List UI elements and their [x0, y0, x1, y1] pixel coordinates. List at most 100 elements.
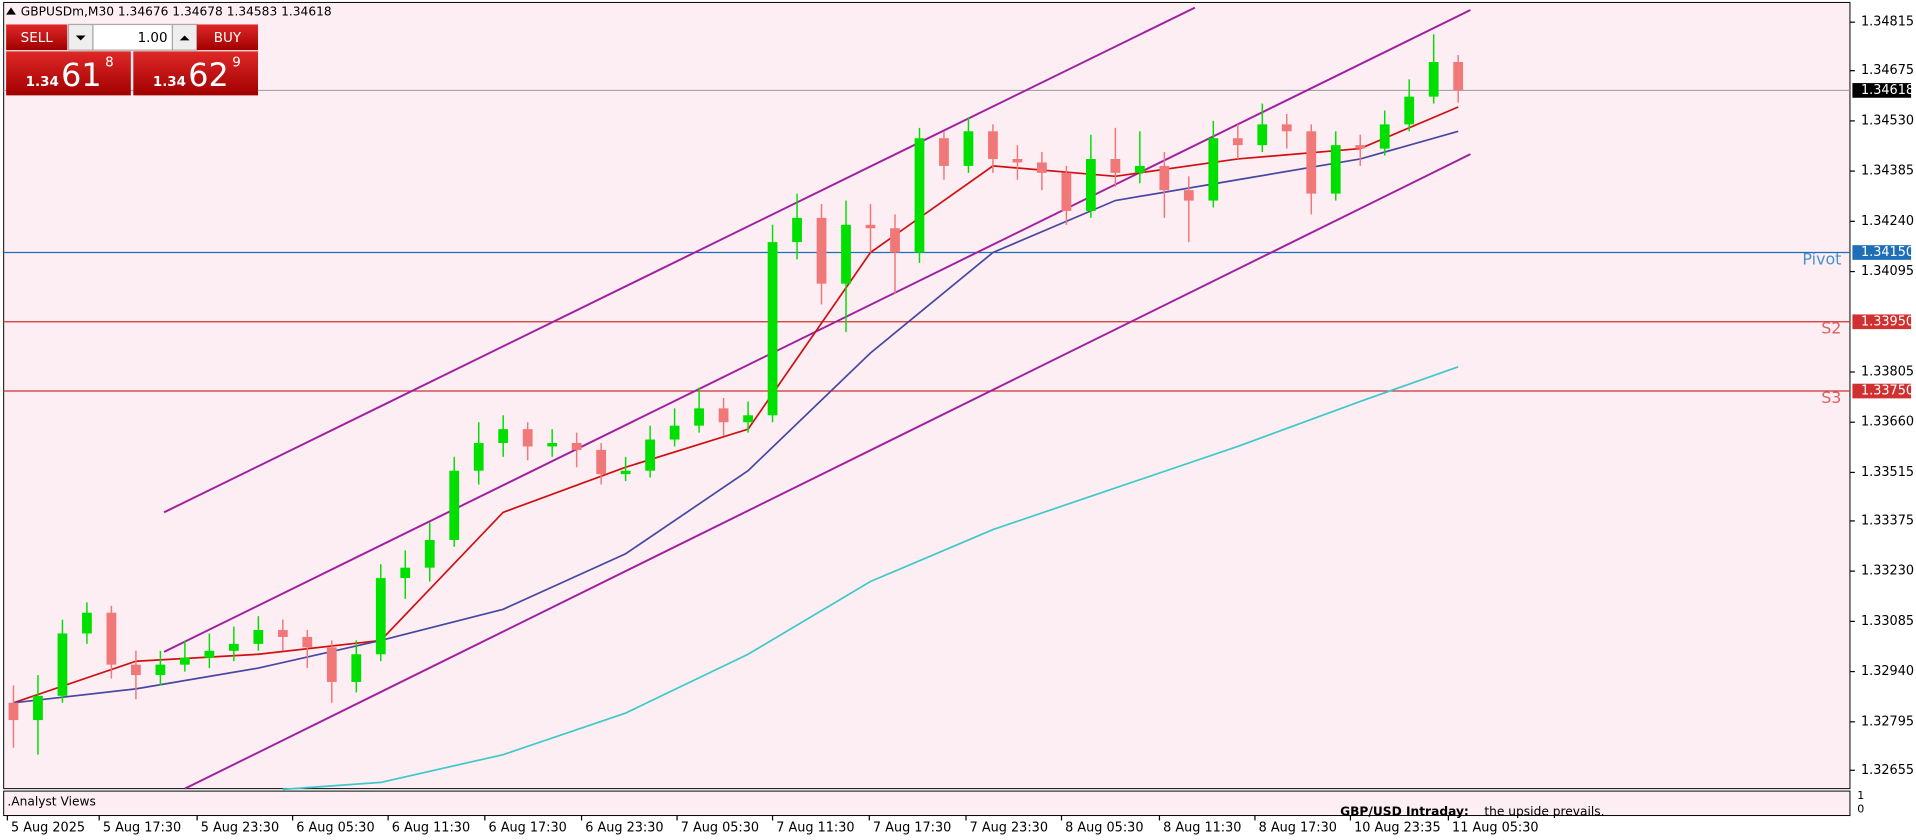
- plot-area: [3, 1, 1851, 790]
- x-tick-label: 8 Aug 17:30: [1259, 820, 1337, 835]
- ask-box[interactable]: [133, 51, 258, 96]
- level-price-label: 1.33950: [1861, 314, 1914, 329]
- candle-body: [1085, 158, 1096, 211]
- candle-body: [1428, 62, 1439, 97]
- candle-body: [547, 442, 558, 447]
- y-tick-label: 1.33085: [1861, 614, 1914, 629]
- candle-body: [277, 630, 288, 637]
- level-price-box: [1852, 314, 1912, 330]
- candle-body: [743, 415, 753, 423]
- candle-body: [963, 131, 974, 166]
- candle-body: [1257, 124, 1268, 146]
- candle-body: [131, 664, 141, 676]
- x-tick-label: 7 Aug 11:30: [776, 820, 854, 835]
- x-tick-label: 5 Aug 23:30: [201, 820, 279, 835]
- candle-body: [694, 408, 704, 426]
- candle-body: [596, 449, 607, 475]
- candle-body: [841, 224, 851, 284]
- candle-body: [1037, 162, 1047, 173]
- lot-value: 1.00: [138, 31, 168, 46]
- candle-body: [914, 138, 925, 253]
- level-name: S3: [1821, 388, 1841, 407]
- indicator-tick-label: 1: [1857, 789, 1864, 802]
- candle-body: [1232, 138, 1243, 146]
- candle-body: [351, 654, 362, 682]
- candle-body: [498, 429, 509, 443]
- candle-body: [1306, 131, 1317, 194]
- candle-body: [8, 702, 19, 721]
- candle-body: [1281, 124, 1292, 132]
- sell-button[interactable]: [6, 24, 68, 51]
- buy-button[interactable]: [196, 24, 258, 51]
- candle-body: [669, 425, 680, 440]
- candle-body: [718, 408, 729, 423]
- candle-body: [767, 242, 778, 416]
- candle-body: [1404, 96, 1415, 125]
- level-price-box: [1852, 383, 1912, 399]
- trade-panel: SELL 1.00 BUY 1.34 61 8 1.34 62 9: [6, 23, 258, 96]
- x-tick-label: 7 Aug 17:30: [873, 820, 951, 835]
- candle-body: [1061, 172, 1072, 211]
- bid-main: 61: [61, 57, 101, 94]
- y-tick-label: 1.33515: [1861, 465, 1914, 480]
- bid-big: 1.34: [26, 75, 59, 90]
- x-tick-label: 11 Aug 05:30: [1452, 820, 1539, 835]
- current-price-label: 1.34618: [1861, 83, 1914, 98]
- moving-average: [282, 366, 1459, 791]
- down-arrow: [75, 35, 86, 41]
- level-name: Pivot: [1802, 249, 1841, 268]
- y-tick-label: 1.34530: [1861, 113, 1914, 128]
- lot-input[interactable]: [92, 23, 174, 51]
- candle-body: [326, 647, 337, 682]
- lot-up[interactable]: [171, 23, 198, 51]
- y-tick-label: 1.33660: [1861, 415, 1914, 430]
- analyst-headline: GBP/USD Intraday:: [1340, 804, 1469, 818]
- candle-body: [424, 539, 435, 568]
- channel-line: [163, 9, 1471, 653]
- candle-body: [375, 578, 386, 655]
- x-tick-label: 6 Aug 11:30: [392, 820, 470, 835]
- bid-box[interactable]: [6, 51, 131, 96]
- y-tick-label: 1.32940: [1861, 664, 1914, 679]
- candle-body: [1159, 165, 1170, 191]
- candle-body: [792, 217, 802, 243]
- candle-body: [57, 633, 68, 696]
- buy-label: BUY: [214, 31, 242, 46]
- y-tick-label: 1.34385: [1861, 164, 1914, 179]
- y-tick-label: 1.34675: [1861, 63, 1914, 78]
- candle-body: [473, 442, 484, 471]
- x-tick-label: 7 Aug 05:30: [681, 820, 759, 835]
- x-tick-label: 10 Aug 23:35: [1354, 820, 1441, 835]
- ask-main: 62: [188, 57, 228, 94]
- candle-body: [645, 439, 656, 471]
- up-arrow: [179, 35, 190, 41]
- candle-body: [620, 470, 631, 475]
- candle-body: [449, 470, 460, 540]
- candle-body: [1355, 145, 1366, 149]
- collapse-icon[interactable]: [6, 7, 16, 15]
- candle-body: [155, 664, 166, 676]
- symbol-info: GBPUSDm,M30 1.34676 1.34678 1.34583 1.34…: [21, 5, 332, 19]
- channel-line: [163, 6, 1196, 514]
- y-tick-label: 1.33805: [1861, 364, 1914, 379]
- candle-body: [571, 442, 582, 450]
- candle-body: [816, 217, 827, 284]
- indicator-name: .Analyst Views: [7, 795, 96, 809]
- y-tick-label: 1.34240: [1861, 214, 1914, 229]
- channel-line: [184, 153, 1471, 790]
- x-tick-label: 8 Aug 11:30: [1163, 820, 1241, 835]
- candle-body: [1134, 165, 1145, 173]
- ask-pip: 9: [232, 55, 241, 70]
- y-tick-label: 1.34815: [1861, 15, 1914, 30]
- candle-body: [1379, 124, 1390, 149]
- moving-average: [13, 130, 1459, 704]
- candle-body: [865, 224, 876, 229]
- x-tick-label: 5 Aug 2025: [11, 820, 85, 835]
- candle-body: [1110, 158, 1121, 173]
- x-tick-label: 6 Aug 05:30: [296, 820, 374, 835]
- ask-big: 1.34: [153, 75, 186, 90]
- candle-body: [1183, 190, 1194, 201]
- candle-body: [33, 695, 43, 721]
